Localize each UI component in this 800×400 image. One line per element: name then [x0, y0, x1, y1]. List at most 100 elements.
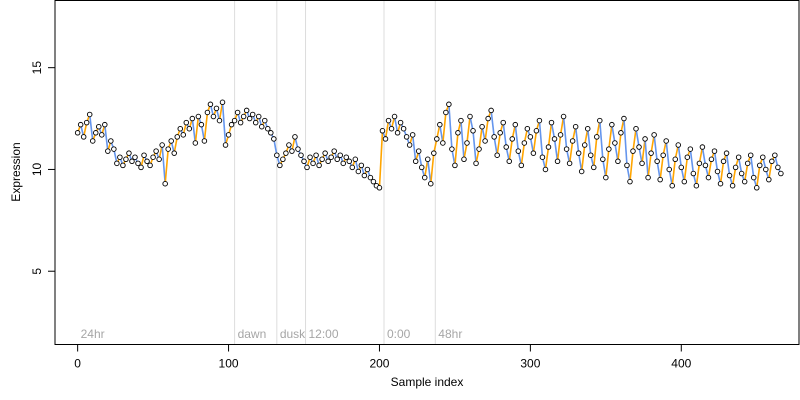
data-point [612, 140, 618, 146]
data-point [86, 111, 93, 118]
data-point [108, 138, 114, 144]
data-point [560, 113, 567, 120]
data-point [633, 125, 639, 132]
data-point [406, 142, 413, 148]
x-tick-label: 0 [74, 357, 81, 371]
data-segment [173, 136, 179, 154]
data-point [693, 182, 700, 189]
data-point [482, 138, 488, 144]
data-segment [191, 118, 197, 144]
data-point [361, 172, 368, 179]
marker-lines [234, 0, 436, 345]
data-point [207, 101, 214, 108]
data-point [591, 164, 597, 171]
data-point [603, 174, 609, 181]
data-segment [273, 138, 278, 156]
data-point [720, 158, 727, 165]
data-point [747, 152, 754, 158]
data-segment [454, 132, 459, 166]
data-segment [659, 155, 664, 180]
data-point [615, 158, 621, 165]
data-point [470, 128, 476, 134]
data-segment [538, 120, 544, 158]
data-segment [478, 126, 483, 150]
data-segment [701, 146, 707, 166]
data-point [503, 144, 509, 150]
data-point [156, 156, 162, 163]
data-segment [460, 120, 465, 160]
data-point [255, 113, 262, 120]
data-point [684, 154, 691, 160]
data-segment [378, 130, 384, 188]
data-point [259, 123, 265, 130]
data-point [316, 162, 322, 169]
data-point [672, 156, 679, 163]
data-point [539, 154, 546, 160]
data-point [524, 125, 531, 132]
data-segment [656, 161, 661, 180]
data-point [645, 174, 651, 181]
data-point [277, 162, 283, 169]
data-point [123, 156, 129, 163]
data-segment [683, 157, 689, 182]
data-point [732, 164, 739, 171]
data-point [440, 140, 446, 146]
data-point [675, 142, 682, 148]
data-segment [629, 151, 634, 182]
data-point [252, 119, 259, 126]
data-point [530, 150, 537, 156]
data-segment [725, 153, 731, 176]
data-point [606, 146, 612, 152]
data-point [159, 142, 165, 148]
data-segment [417, 150, 423, 168]
data-point [367, 174, 374, 181]
data-point [714, 168, 721, 175]
data-point [687, 146, 694, 152]
data-segment [553, 138, 559, 162]
data-point [766, 176, 772, 183]
data-point [464, 140, 470, 146]
data-point [168, 138, 174, 144]
data-segment [544, 146, 550, 170]
data-point [639, 160, 645, 167]
data-point [425, 156, 431, 163]
data-point [283, 150, 289, 156]
data-point [597, 117, 603, 124]
data-point [370, 178, 377, 185]
data-segment [562, 116, 568, 150]
data-segment [635, 128, 640, 148]
data-point [195, 113, 202, 120]
data-point [769, 158, 775, 165]
data-point [268, 130, 274, 136]
data-segment [429, 153, 435, 184]
data-point [705, 174, 712, 181]
data-point [431, 150, 437, 156]
data-point [400, 125, 407, 132]
marker-label: 12:00 [309, 327, 339, 341]
x-tick-label: 300 [520, 357, 540, 371]
data-segment [731, 167, 737, 186]
data-segment [713, 151, 719, 172]
y-tick-label: 5 [30, 268, 44, 275]
data-point [657, 176, 663, 183]
data-points [74, 99, 784, 191]
data-point [358, 162, 365, 169]
data-point [627, 178, 633, 185]
data-point [138, 164, 144, 171]
data-segment [161, 144, 166, 184]
data-segment [496, 132, 501, 156]
data-point [117, 154, 123, 160]
data-segment [580, 144, 586, 172]
data-point [96, 123, 102, 130]
data-segment [719, 161, 725, 184]
data-segment [677, 144, 683, 168]
data-point [265, 125, 271, 132]
data-point [533, 128, 540, 134]
data-segment [598, 120, 604, 160]
data-point [147, 162, 153, 169]
data-point [129, 158, 135, 165]
data-segment [623, 118, 628, 166]
data-point [428, 180, 434, 187]
data-segment [638, 146, 643, 164]
data-point [189, 115, 196, 122]
